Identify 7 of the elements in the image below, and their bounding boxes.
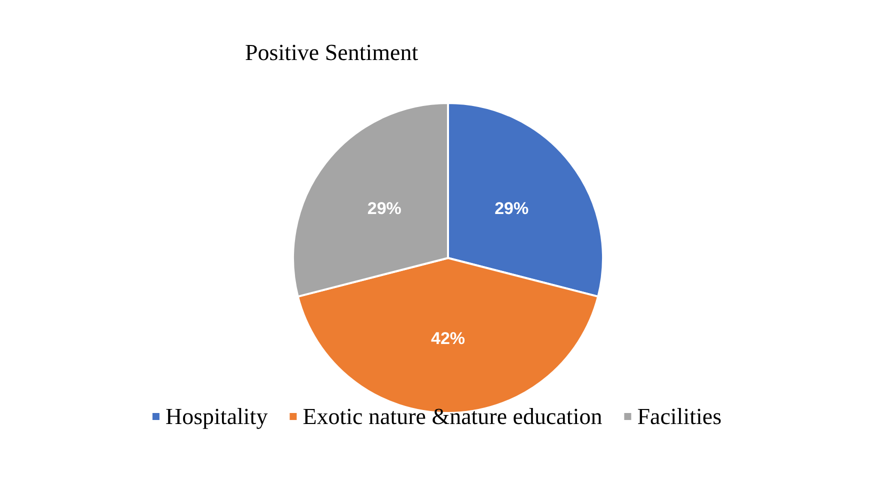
- data-label: 42%: [430, 329, 466, 348]
- legend-label: Facilities: [637, 404, 722, 429]
- legend-label: Exotic nature &nature education: [302, 404, 603, 429]
- chart-title: Positive Sentiment: [245, 40, 419, 65]
- data-label: 29%: [367, 199, 402, 218]
- legend-label: Hospitality: [165, 404, 268, 429]
- data-label: 29%: [494, 199, 529, 218]
